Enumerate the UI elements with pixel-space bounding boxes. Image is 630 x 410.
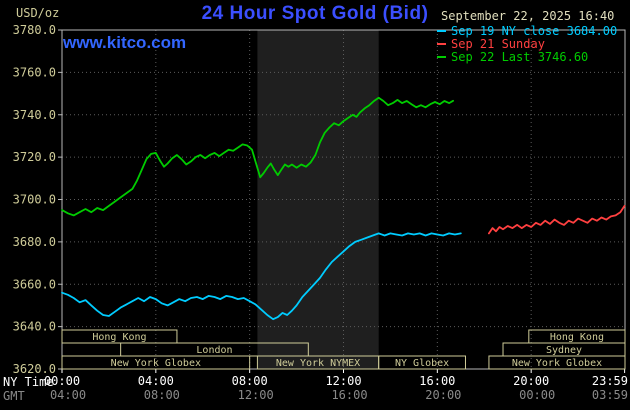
session-box (488, 355, 626, 370)
legend-item-last: Sep 22 Last 3746.60 (437, 49, 617, 64)
session-box (378, 355, 466, 370)
kitco-watermark-link[interactable]: www.kitco.com (63, 33, 187, 52)
session-label: New York NYMEX (276, 358, 360, 369)
session-label: Hong Kong (92, 332, 146, 343)
ny-time-tick-label: 08:00 (232, 374, 268, 388)
ny-time-tick-label: 16:00 (419, 374, 455, 388)
legend-label-last: Sep 22 Last 3746.60 (451, 49, 589, 64)
y-axis-tick-label: 3720.0 (13, 150, 56, 164)
session-label: London (196, 345, 232, 356)
gmt-tick-label: 04:00 (50, 388, 86, 402)
legend-line-marker (437, 29, 446, 32)
session-label: New York Globex (111, 358, 201, 369)
price-line-sep22-last (61, 96, 455, 217)
session-label: NY Globex (395, 358, 449, 369)
y-axis-tick-label: 3660.0 (13, 277, 56, 291)
legend-label-prev-close: Sep 19 NY close 3684.00 (451, 23, 618, 38)
y-axis-tick-label: 3780.0 (13, 23, 56, 37)
ny-time-axis-label: NY Time (3, 375, 54, 389)
gmt-tick-label: 16:00 (331, 388, 367, 402)
ny-time-tick-label: 12:00 (325, 374, 361, 388)
gmt-tick-label: 12:00 (238, 388, 274, 402)
session-box (61, 355, 251, 370)
gmt-tick-label: 20:00 (425, 388, 461, 402)
y-axis-tick-label: 3640.0 (13, 320, 56, 334)
ny-time-tick-label: 20:00 (513, 374, 549, 388)
price-line-sep19-ny-close (61, 232, 462, 321)
y-axis-tick-label: 3680.0 (13, 235, 56, 249)
chart-title: 24 Hour Spot Gold (Bid) (201, 3, 429, 24)
gmt-tick-label: 00:00 (519, 388, 555, 402)
chart-datetime: September 22, 2025 16:40 (441, 9, 615, 23)
y-axis-tick-label: 3760.0 (13, 65, 56, 79)
price-line-sep21-sunday (487, 204, 626, 235)
session-label: Hong Kong (550, 332, 604, 343)
y-axis-tick-label: 3700.0 (13, 193, 56, 207)
legend-item-prev-close: Sep 19 NY close 3684.00 (437, 23, 618, 38)
gmt-tick-label: 08:00 (144, 388, 180, 402)
session-label: New York Globex (512, 358, 602, 369)
ny-time-tick-label: 00:00 (44, 374, 80, 388)
price-units-label: USD/oz (16, 6, 60, 20)
legend-item-sunday: Sep 21 Sunday (437, 36, 617, 51)
gmt-axis-label: GMT (3, 389, 25, 403)
legend-line-marker (437, 42, 446, 45)
session-box (61, 329, 178, 344)
session-label: Sydney (546, 345, 582, 356)
legend-line-marker (437, 55, 446, 58)
ny-time-tick-label: 04:00 (138, 374, 174, 388)
legend-label-sunday: Sep 21 Sunday (451, 36, 545, 51)
y-axis-tick-label: 3740.0 (13, 108, 56, 122)
gmt-tick-label: 03:59 (592, 388, 628, 402)
ny-time-tick-label: 23:59 (592, 374, 628, 388)
y-axis-tick-label: 3620.0 (13, 362, 56, 376)
chart-legend: Sep 19 NY close 3684.00 Sep 21 Sunday Se… (437, 23, 618, 64)
